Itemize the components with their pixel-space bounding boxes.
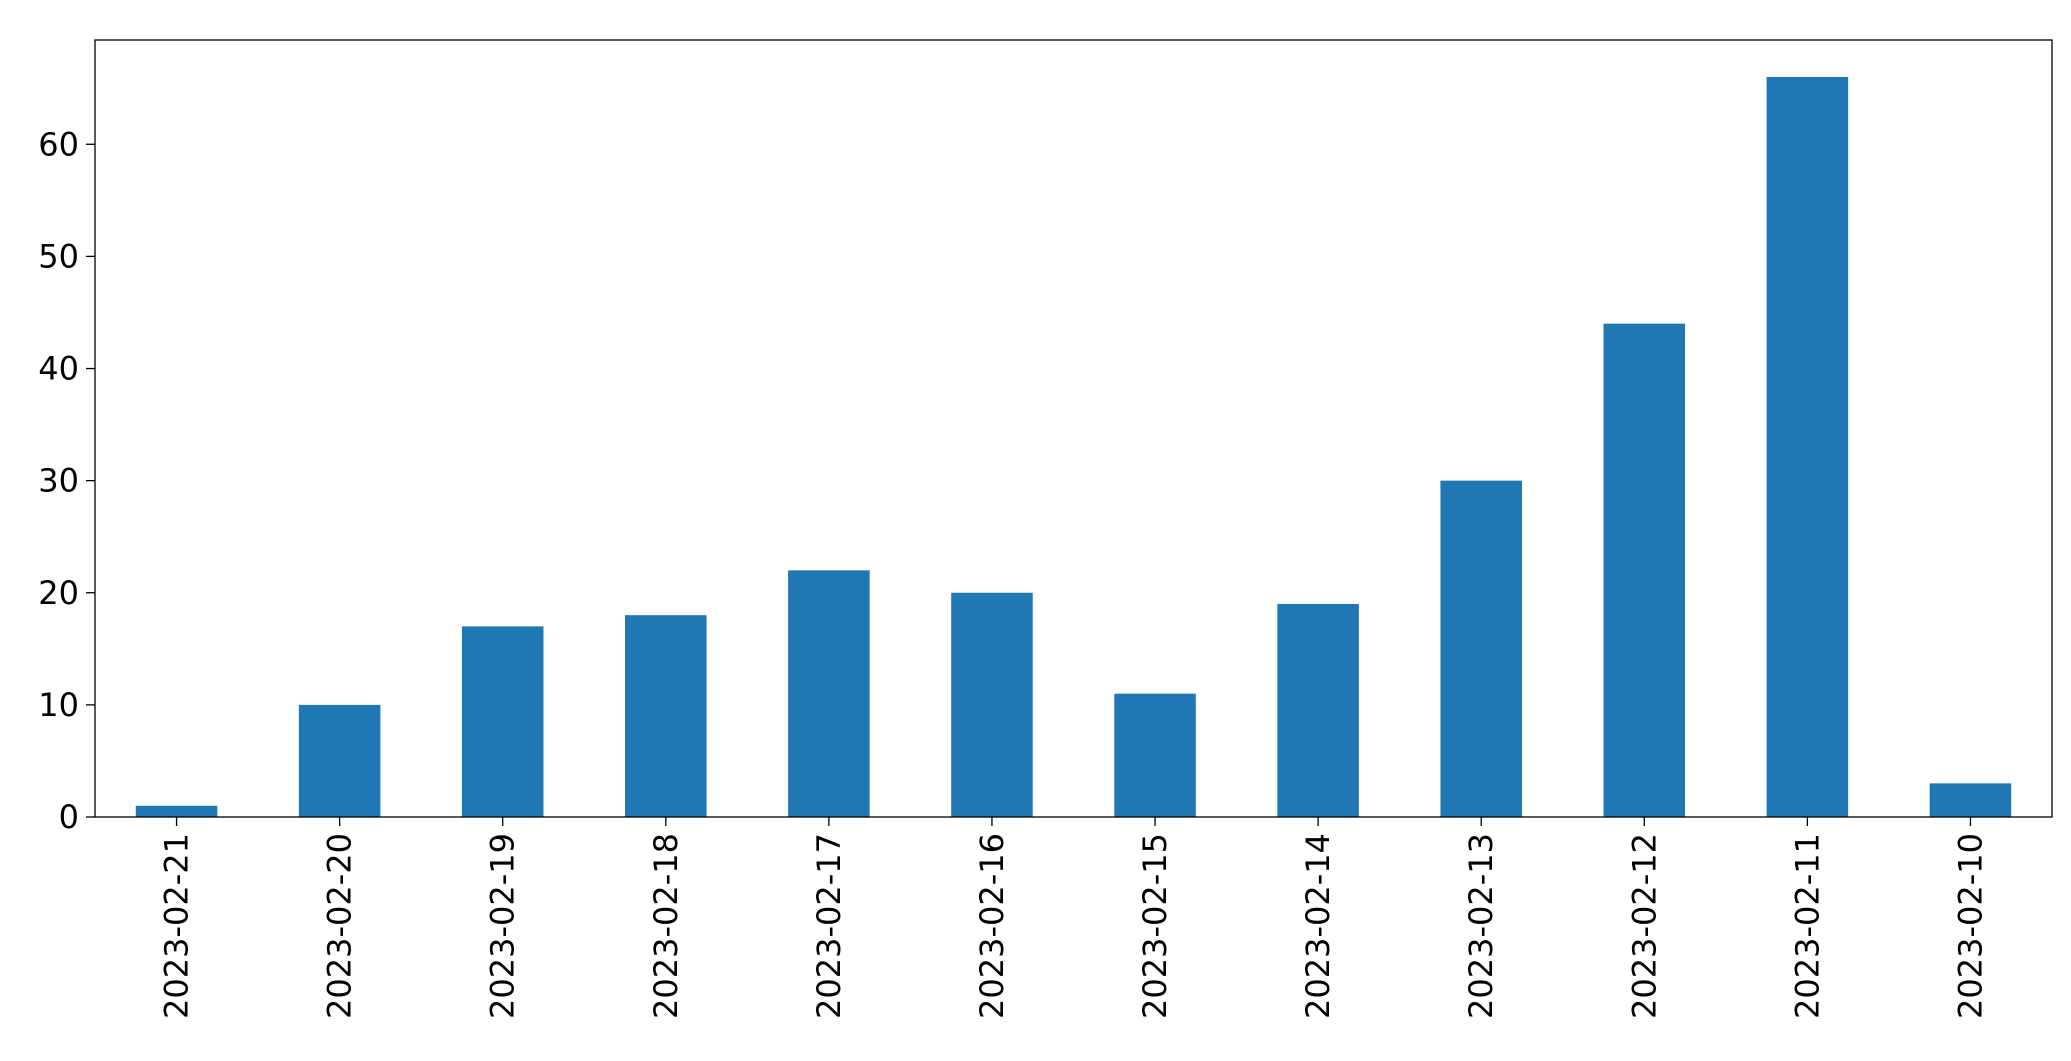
plot-frame bbox=[94, 39, 2053, 818]
x-tick-label: 2023-02-17 bbox=[810, 833, 848, 1019]
bar bbox=[1766, 77, 1849, 817]
y-tick-label: 10 bbox=[38, 686, 79, 724]
y-tick-label: 0 bbox=[59, 798, 79, 836]
x-tick-label: 2023-02-19 bbox=[484, 833, 522, 1019]
bar bbox=[951, 592, 1033, 817]
x-tick-label: 2023-02-13 bbox=[1462, 833, 1500, 1019]
y-tick-label: 50 bbox=[38, 237, 79, 275]
bar bbox=[1603, 323, 1686, 817]
x-tick-label: 2023-02-20 bbox=[321, 833, 359, 1019]
bar bbox=[788, 570, 870, 817]
x-tick-label: 2023-02-11 bbox=[1788, 833, 1826, 1019]
y-tick-label: 60 bbox=[38, 125, 79, 163]
x-tick-label: 2023-02-16 bbox=[973, 833, 1011, 1019]
bar bbox=[625, 615, 707, 817]
bar bbox=[1277, 603, 1359, 817]
bar bbox=[135, 805, 218, 817]
x-tick-label: 2023-02-18 bbox=[647, 833, 685, 1019]
bar bbox=[1114, 693, 1196, 817]
x-tick-label: 2023-02-15 bbox=[1136, 833, 1174, 1019]
x-tick-label: 2023-02-12 bbox=[1625, 833, 1663, 1019]
x-tick-label: 2023-02-14 bbox=[1299, 833, 1337, 1019]
bar bbox=[1929, 783, 2012, 817]
x-tick-label: 2023-02-21 bbox=[158, 833, 196, 1019]
bar bbox=[1440, 480, 1522, 817]
x-tick-label: 2023-02-10 bbox=[1951, 833, 1989, 1019]
bar bbox=[298, 704, 381, 817]
y-tick-label: 40 bbox=[38, 350, 79, 388]
bar bbox=[461, 626, 544, 817]
y-tick-label: 30 bbox=[38, 462, 79, 500]
y-tick-label: 20 bbox=[38, 574, 79, 612]
